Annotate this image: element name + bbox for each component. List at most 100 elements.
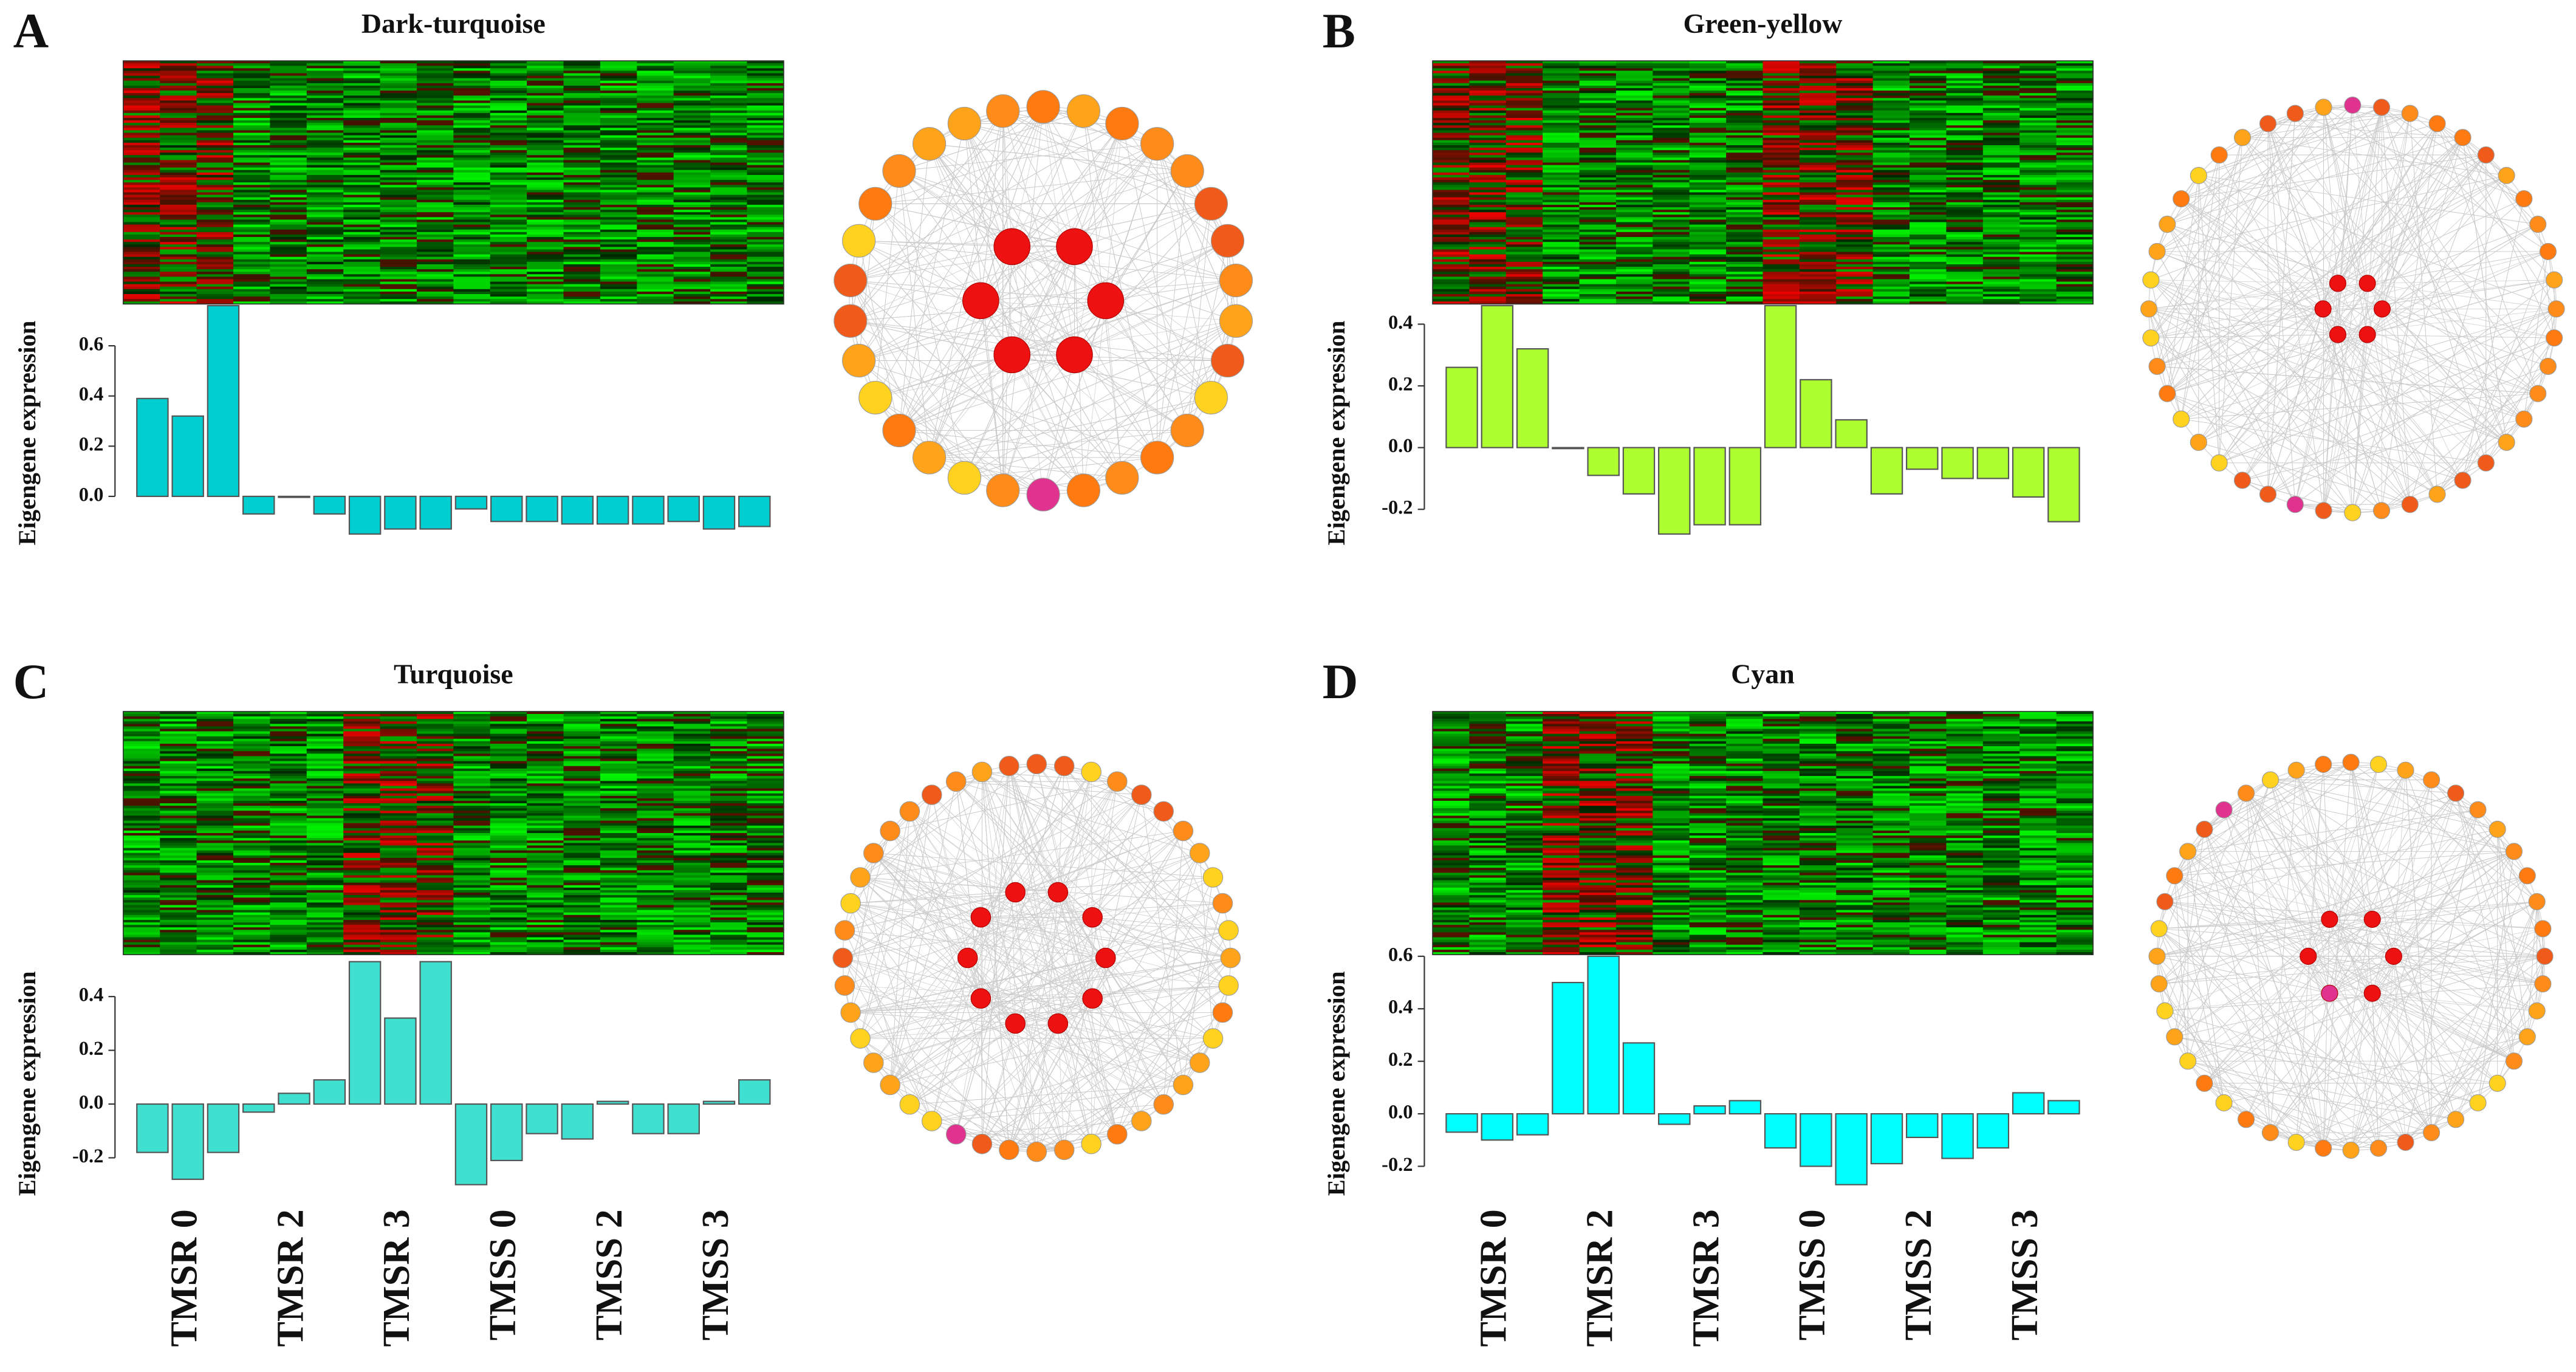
heatmap-cell — [1543, 80, 1580, 84]
network-edge — [858, 106, 1044, 361]
heatmap-cell — [270, 753, 307, 757]
heatmap-cell — [160, 142, 197, 146]
heatmap-cell — [1469, 137, 1507, 141]
heatmap-cell — [306, 105, 344, 109]
heatmap-cell — [1982, 118, 2021, 121]
heatmap-cell — [453, 128, 491, 131]
heatmap-cell — [527, 711, 564, 715]
network-edge — [2167, 113, 2296, 394]
heatmap-cell — [673, 763, 711, 767]
heatmap-cell — [1946, 237, 1984, 240]
bar — [1835, 419, 1868, 448]
heatmap-cell — [1726, 73, 1764, 77]
heatmap-cell — [123, 711, 161, 715]
heatmap-cell — [160, 115, 197, 118]
heatmap-cell — [1469, 291, 1507, 295]
heatmap-cell — [380, 167, 417, 171]
heatmap-cell — [1726, 182, 1764, 186]
heatmap-cell — [1946, 199, 1984, 203]
heatmap-cell — [1653, 256, 1690, 260]
heatmap-cell — [1615, 110, 1654, 114]
heatmap-cell — [673, 93, 711, 97]
heatmap-cell — [1982, 177, 2021, 180]
heatmap-cell — [747, 286, 784, 290]
heatmap-cell — [1982, 125, 2021, 129]
heatmap-cell — [490, 165, 527, 168]
heatmap-cell — [160, 112, 197, 116]
heatmap-cell — [747, 763, 784, 767]
heatmap-cell — [527, 123, 564, 126]
heatmap-cell — [1615, 210, 1654, 213]
heatmap-cell — [453, 148, 491, 151]
heatmap-cell — [2019, 224, 2057, 228]
heatmap-cell — [416, 137, 454, 141]
heatmap-cell — [343, 93, 381, 97]
heatmap-cell — [1982, 148, 2021, 151]
heatmap-cell — [1432, 125, 1470, 129]
heatmap-cell — [1469, 217, 1507, 221]
heatmap-cell — [416, 93, 454, 97]
heatmap-cell — [123, 781, 161, 784]
heatmap-cell — [710, 130, 748, 134]
heatmap-cell — [1543, 284, 1580, 287]
heatmap-cell — [1946, 301, 1984, 305]
heatmap-cell — [160, 746, 197, 749]
heatmap-cell — [2056, 197, 2094, 201]
heatmap-cell — [1872, 207, 1910, 210]
heatmap-cell — [563, 100, 601, 104]
heatmap-cell — [1799, 252, 1837, 255]
heatmap-cell — [1506, 301, 1543, 305]
heatmap-cell — [1506, 289, 1543, 292]
network-edge — [2151, 280, 2507, 443]
heatmap-cell — [527, 791, 564, 794]
network-edge — [964, 123, 1211, 398]
heatmap-cell — [1615, 269, 1654, 273]
network-edge — [850, 280, 981, 301]
heatmap-cell — [747, 207, 784, 210]
heatmap-cell — [270, 85, 307, 89]
heatmap-cell — [1799, 194, 1837, 198]
heatmap-cell — [747, 194, 784, 198]
network-edge — [980, 300, 1084, 491]
heatmap-cell — [1543, 289, 1580, 292]
heatmap-cell — [160, 788, 197, 792]
heatmap-cell — [270, 68, 307, 72]
network-node — [986, 94, 1020, 128]
heatmap-cell — [637, 88, 674, 91]
heatmap-cell — [1910, 192, 1947, 196]
heatmap-cell — [1836, 110, 1874, 114]
heatmap-cell — [453, 289, 491, 292]
heatmap-cell — [343, 793, 381, 797]
heatmap-cell — [600, 299, 638, 303]
heatmap-cell — [416, 756, 454, 760]
heatmap-cell — [416, 719, 454, 722]
heatmap-cell — [233, 279, 271, 283]
heatmap-cell — [270, 729, 307, 732]
heatmap-cell — [1726, 78, 1764, 81]
heatmap-cell — [160, 160, 197, 163]
heatmap-cell — [196, 132, 234, 136]
network-edge — [1074, 354, 1188, 431]
heatmap-cell — [1762, 219, 1800, 223]
heatmap-cell — [1543, 66, 1580, 69]
heatmap-cell — [710, 746, 748, 749]
heatmap-cell — [416, 73, 454, 77]
heatmap-cell — [416, 222, 454, 225]
network-edge — [2382, 123, 2437, 309]
heatmap-cell — [1506, 212, 1543, 216]
heatmap-cell — [673, 719, 711, 722]
heatmap-cell — [380, 180, 417, 184]
heatmap-cell — [1910, 80, 1947, 84]
heatmap-cell — [160, 281, 197, 285]
heatmap-cell — [673, 137, 711, 141]
heatmap-cell — [270, 153, 307, 156]
heatmap-cell — [2056, 194, 2094, 198]
network-edge — [1157, 143, 1236, 321]
heatmap-cell — [2056, 137, 2094, 141]
heatmap-cell — [270, 155, 307, 159]
heatmap-cell — [2056, 128, 2094, 131]
heatmap-cell — [123, 162, 161, 166]
heatmap-cell — [160, 177, 197, 180]
heatmap-cell — [306, 120, 344, 124]
heatmap-cell — [453, 773, 491, 777]
